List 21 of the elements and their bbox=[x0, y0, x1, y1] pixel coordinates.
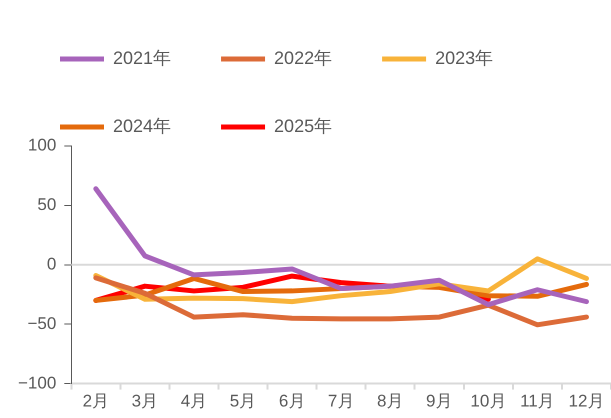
y-tick-label: −100 bbox=[18, 373, 56, 392]
x-tick-label: 6月 bbox=[278, 391, 306, 410]
y-tick-label: 100 bbox=[28, 136, 56, 155]
x-tick-label: 7月 bbox=[328, 391, 354, 410]
legend-label: 2021年 bbox=[113, 48, 172, 68]
x-tick-label: 5月 bbox=[230, 391, 256, 410]
y-tick-label: −50 bbox=[27, 314, 56, 333]
x-tick-label: 3月 bbox=[132, 391, 158, 410]
y-tick-label: 0 bbox=[46, 254, 56, 274]
y-tick-label: 50 bbox=[37, 195, 56, 214]
legend-label: 2023年 bbox=[435, 48, 494, 68]
legend-label: 2022年 bbox=[274, 48, 332, 68]
x-tick-label: 12月 bbox=[568, 391, 604, 410]
x-tick-label: 10月 bbox=[470, 391, 506, 410]
x-tick-label: 9月 bbox=[426, 391, 453, 410]
x-tick-label: 2月 bbox=[82, 391, 110, 410]
legend-label: 2025年 bbox=[274, 116, 332, 136]
x-tick-label: 4月 bbox=[180, 391, 208, 410]
x-tick-label: 11月 bbox=[520, 391, 555, 410]
legend-label: 2024年 bbox=[113, 116, 172, 136]
x-tick-label: 8月 bbox=[376, 391, 404, 410]
